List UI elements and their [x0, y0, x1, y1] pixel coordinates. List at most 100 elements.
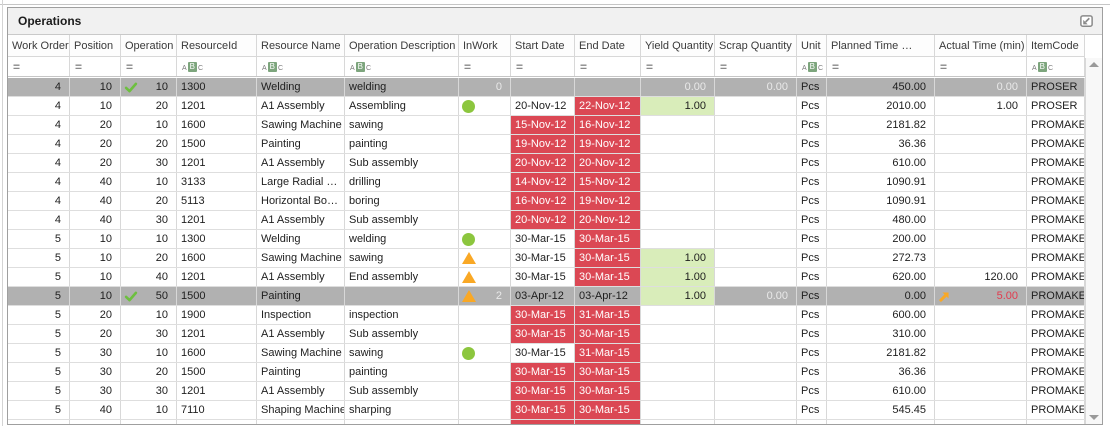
cell-work-order[interactable]: 5	[8, 230, 70, 248]
cell-operation[interactable]: 50	[121, 287, 177, 305]
cell-position[interactable]: 10	[70, 97, 121, 115]
cell-scrap-quantity[interactable]	[715, 230, 797, 248]
cell-inwork[interactable]	[459, 173, 511, 191]
cell-actual-time[interactable]: 1.00	[935, 97, 1027, 115]
cell-position[interactable]: 40	[70, 211, 121, 229]
cell-end-date[interactable]: 31-Mar-15	[575, 344, 641, 362]
cell-work-order[interactable]: 4	[8, 78, 70, 96]
cell-end-date[interactable]: 30-Mar-15	[575, 325, 641, 343]
cell-end-date[interactable]: 30-Mar-15	[575, 382, 641, 400]
filter-cell-start-date[interactable]: =	[511, 57, 575, 76]
table-row[interactable]: 5 30 30 1201 A1 Assembly Sub assembly 30-Mar-1…	[8, 382, 1085, 401]
cell-resource-id[interactable]: 5113	[177, 192, 257, 210]
cell-end-date[interactable]: 19-Nov-12	[575, 135, 641, 153]
cell-operation-description[interactable]	[345, 420, 459, 424]
cell-yield-quantity[interactable]	[641, 135, 715, 153]
table-row[interactable]	[8, 420, 1085, 424]
cell-operation-description[interactable]: painting	[345, 135, 459, 153]
cell-resource-id[interactable]: 1201	[177, 211, 257, 229]
cell-item-code[interactable]: PROSER	[1027, 97, 1085, 115]
cell-operation-description[interactable]: Sub assembly	[345, 154, 459, 172]
cell-yield-quantity[interactable]	[641, 382, 715, 400]
cell-actual-time[interactable]	[935, 325, 1027, 343]
cell-work-order[interactable]: 5	[8, 287, 70, 305]
cell-resource-name[interactable]: A1 Assembly	[257, 268, 345, 286]
filter-cell-yield-quantity[interactable]: =	[641, 57, 715, 76]
cell-item-code[interactable]	[1027, 420, 1085, 424]
cell-operation[interactable]: 30	[121, 382, 177, 400]
cell-inwork[interactable]	[459, 192, 511, 210]
cell-item-code[interactable]: PROMAKET…	[1027, 344, 1085, 362]
table-row[interactable]: 4 40 20 5113 Horizontal Bo… boring 16-Nov-12 19…	[8, 192, 1085, 211]
cell-start-date[interactable]: 20-Nov-12	[511, 154, 575, 172]
cell-planned-time[interactable]: 600.00	[827, 306, 935, 324]
cell-end-date[interactable]: 30-Mar-15	[575, 363, 641, 381]
cell-end-date[interactable]	[575, 420, 641, 424]
column-header-resource-name[interactable]: Resource Name	[257, 35, 345, 56]
cell-end-date[interactable]: 30-Mar-15	[575, 401, 641, 419]
cell-planned-time[interactable]: 1090.91	[827, 173, 935, 191]
cell-resource-name[interactable]	[257, 420, 345, 424]
cell-scrap-quantity[interactable]	[715, 344, 797, 362]
cell-item-code[interactable]: PROMAKET…	[1027, 192, 1085, 210]
cell-unit[interactable]: Pcs	[797, 306, 827, 324]
cell-end-date[interactable]: 20-Nov-12	[575, 211, 641, 229]
cell-work-order[interactable]	[8, 420, 70, 424]
cell-inwork[interactable]	[459, 382, 511, 400]
cell-scrap-quantity[interactable]	[715, 154, 797, 172]
cell-resource-name[interactable]: Sawing Machine	[257, 116, 345, 134]
cell-actual-time[interactable]	[935, 116, 1027, 134]
table-row[interactable]: 4 10 20 1201 A1 Assembly Assembling 20-Nov-12 2…	[8, 97, 1085, 116]
cell-work-order[interactable]: 5	[8, 344, 70, 362]
cell-inwork[interactable]: 0	[459, 78, 511, 96]
cell-start-date[interactable]: 30-Mar-15	[511, 306, 575, 324]
cell-planned-time[interactable]	[827, 420, 935, 424]
cell-start-date[interactable]: 30-Mar-15	[511, 363, 575, 381]
cell-yield-quantity[interactable]	[641, 211, 715, 229]
cell-operation[interactable]: 10	[121, 230, 177, 248]
cell-inwork[interactable]	[459, 363, 511, 381]
cell-position[interactable]: 20	[70, 306, 121, 324]
cell-yield-quantity[interactable]	[641, 363, 715, 381]
table-row[interactable]: 5 30 10 1600 Sawing Machine sawing 30-Mar-15 31…	[8, 344, 1085, 363]
cell-position[interactable]: 30	[70, 344, 121, 362]
table-row[interactable]: 4 20 20 1500 Painting painting 19-Nov-12 19-Nov…	[8, 135, 1085, 154]
cell-end-date[interactable]: 30-Mar-15	[575, 249, 641, 267]
cell-actual-time[interactable]	[935, 135, 1027, 153]
cell-position[interactable]: 20	[70, 116, 121, 134]
cell-inwork[interactable]	[459, 268, 511, 286]
column-header-actual-time-min[interactable]: Actual Time (min)	[935, 35, 1027, 56]
cell-operation[interactable]	[121, 420, 177, 424]
table-row[interactable]: 5 20 30 1201 A1 Assembly Sub assembly 30-Mar-1…	[8, 325, 1085, 344]
cell-resource-name[interactable]: A1 Assembly	[257, 382, 345, 400]
column-header-end-date[interactable]: End Date	[575, 35, 641, 56]
cell-scrap-quantity[interactable]	[715, 97, 797, 115]
cell-unit[interactable]: Pcs	[797, 287, 827, 305]
cell-resource-id[interactable]: 1201	[177, 382, 257, 400]
cell-end-date[interactable]: 03-Apr-12	[575, 287, 641, 305]
cell-operation-description[interactable]: Sub assembly	[345, 382, 459, 400]
cell-scrap-quantity[interactable]	[715, 135, 797, 153]
cell-position[interactable]: 40	[70, 173, 121, 191]
cell-work-order[interactable]: 4	[8, 211, 70, 229]
table-row[interactable]: 5 20 10 1900 Inspection inspection 30-Mar-15 31…	[8, 306, 1085, 325]
cell-resource-name[interactable]: Welding	[257, 78, 345, 96]
cell-start-date[interactable]: 30-Mar-15	[511, 382, 575, 400]
cell-unit[interactable]: Pcs	[797, 192, 827, 210]
cell-operation[interactable]: 10	[121, 306, 177, 324]
cell-actual-time[interactable]: 5.00	[935, 287, 1027, 305]
cell-yield-quantity[interactable]	[641, 116, 715, 134]
cell-actual-time[interactable]: 120.00	[935, 268, 1027, 286]
cell-resource-id[interactable]: 1600	[177, 249, 257, 267]
cell-yield-quantity[interactable]: 0.00	[641, 78, 715, 96]
cell-start-date[interactable]: 30-Mar-15	[511, 268, 575, 286]
export-button[interactable]	[1076, 11, 1096, 31]
cell-scrap-quantity[interactable]	[715, 173, 797, 191]
cell-actual-time[interactable]	[935, 363, 1027, 381]
cell-unit[interactable]: Pcs	[797, 363, 827, 381]
cell-resource-name[interactable]: Large Radial …	[257, 173, 345, 191]
cell-work-order[interactable]: 5	[8, 306, 70, 324]
cell-yield-quantity[interactable]	[641, 420, 715, 424]
